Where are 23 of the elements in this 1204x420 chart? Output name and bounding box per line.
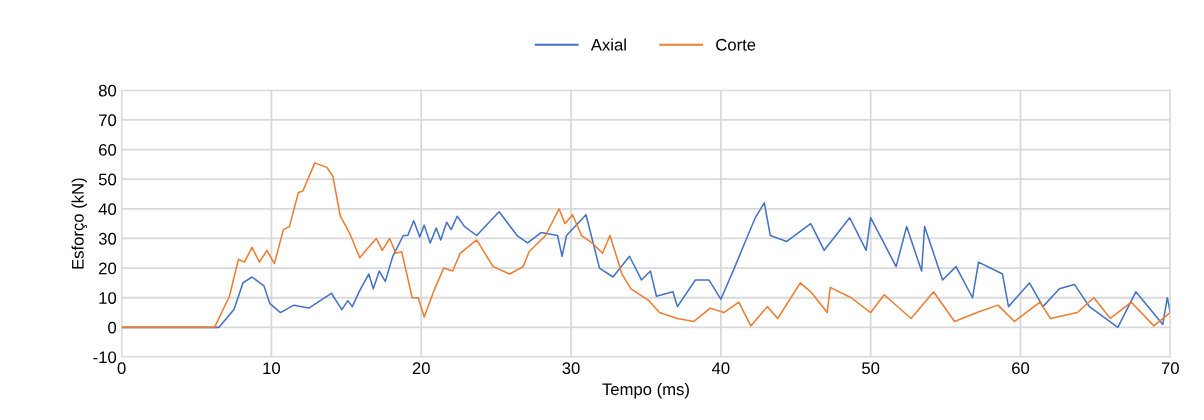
line-series: [121, 162, 1171, 329]
x-tick-label: 20: [412, 362, 430, 375]
y-tick-label: 30: [98, 232, 117, 245]
x-tick-label: 40: [711, 362, 730, 375]
y-tick-label: 80: [98, 84, 117, 97]
y-tick-label: 0: [108, 321, 117, 334]
y-tick-label: 10: [99, 292, 117, 304]
y-tick-label: 40: [98, 203, 117, 216]
legend-label: Axial: [590, 38, 626, 51]
y-tick-label: 60: [99, 143, 117, 156]
y-tick-label: -10: [93, 351, 117, 364]
x-tick-label: 50: [862, 362, 880, 375]
x-tick-label: 30: [562, 362, 580, 375]
x-tick-label: 0: [117, 362, 126, 375]
y-tick-label: 20: [99, 262, 117, 275]
y-tick-label: 70: [99, 114, 117, 127]
x-tick-label: 10: [263, 362, 281, 375]
x-axis-title: Tempo (ms): [602, 382, 689, 399]
legend-label: Corte: [716, 38, 756, 51]
x-tick-label: 70: [1161, 362, 1179, 375]
y-axis-title: Esforço (kN): [71, 178, 88, 269]
y-tick-label: 50: [98, 173, 117, 186]
x-tick-label: 60: [1012, 362, 1030, 375]
